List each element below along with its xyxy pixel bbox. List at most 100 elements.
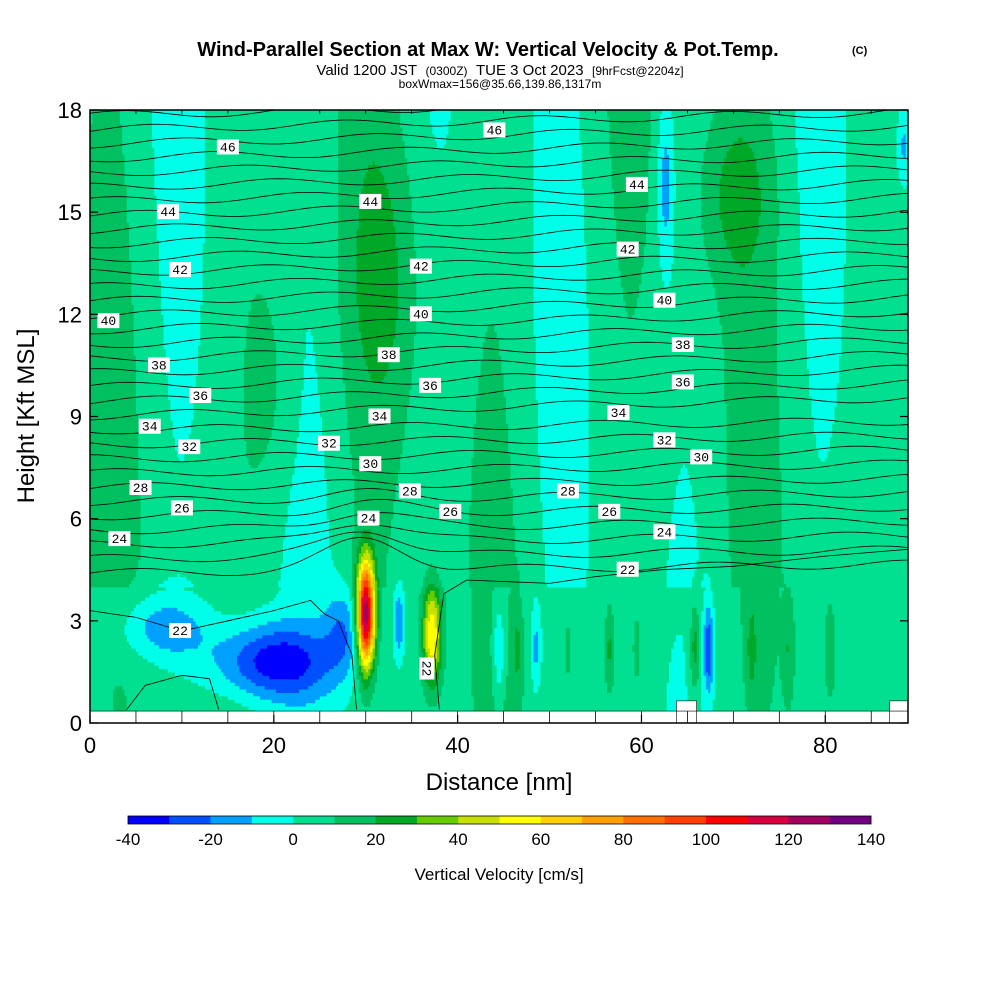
velocity-cell (170, 576, 174, 608)
velocity-cell (340, 351, 344, 578)
velocity-cell (358, 590, 362, 629)
velocity-cell (358, 692, 362, 723)
velocity-cell (726, 150, 730, 247)
velocity-cell (370, 535, 374, 550)
velocity-cell (188, 678, 192, 723)
velocity-cell (301, 634, 305, 649)
velocity-cell (374, 164, 378, 384)
velocity-cell (829, 436, 833, 605)
velocity-cell (903, 188, 907, 723)
velocity-cell (340, 682, 344, 714)
velocity-cell (708, 576, 711, 608)
velocity-cell (400, 127, 404, 455)
velocity-cell (175, 651, 178, 676)
velocity-cell (262, 685, 266, 700)
velocity-cell (278, 586, 282, 591)
velocity-cell (781, 586, 785, 591)
velocity-cell (253, 658, 257, 663)
velocity-cell (301, 389, 305, 619)
velocity-cell (156, 590, 160, 612)
velocity-cell (492, 110, 496, 326)
velocity-cell (515, 110, 518, 557)
velocity-cell (326, 607, 330, 636)
velocity-cell (351, 685, 355, 723)
theta-contour-line (90, 396, 908, 421)
velocity-cell (99, 110, 103, 588)
velocity-cell (161, 314, 165, 584)
velocity-cell (342, 678, 346, 710)
velocity-cell (843, 263, 847, 723)
velocity-cell (246, 644, 250, 680)
velocity-cell (747, 110, 751, 145)
velocity-cell (432, 600, 436, 615)
velocity-cell (891, 110, 895, 723)
velocity-cell (133, 355, 137, 578)
velocity-cell (147, 617, 151, 639)
velocity-cell (193, 682, 197, 723)
velocity-cell (361, 556, 365, 564)
velocity-cell (430, 600, 433, 615)
velocity-cell (733, 140, 737, 261)
theta-label-bg (690, 449, 713, 465)
velocity-cell (724, 110, 728, 159)
y-tick-label: 9 (70, 405, 82, 430)
velocity-cell (754, 246, 757, 636)
velocity-cell (292, 631, 296, 646)
velocity-cell (708, 675, 711, 693)
velocity-cell (818, 110, 822, 458)
velocity-cell (333, 665, 337, 690)
velocity-cell (230, 110, 234, 615)
velocity-cell (241, 648, 245, 676)
velocity-cell (354, 562, 358, 625)
velocity-cell (669, 535, 672, 588)
velocity-cell (264, 699, 268, 717)
velocity-cell (517, 668, 521, 723)
velocity-cell (875, 110, 879, 723)
velocity-cell (427, 685, 431, 707)
velocity-cell (443, 593, 447, 670)
velocity-cell (450, 110, 454, 723)
velocity-cell (845, 110, 849, 723)
velocity-cell (595, 110, 599, 723)
theta-label-bg (368, 408, 391, 424)
velocity-cell (779, 678, 783, 723)
theta-label: 26 (170, 500, 193, 516)
velocity-cell (866, 110, 870, 723)
velocity-cell (368, 637, 371, 646)
velocity-cell (717, 110, 721, 312)
velocity-cell (170, 671, 174, 723)
theta-label: 40 (97, 313, 120, 329)
velocity-cell (616, 110, 620, 247)
velocity-cell (740, 137, 744, 268)
velocity-cell (749, 259, 753, 619)
velocity-cell (756, 171, 760, 237)
velocity-cell (351, 596, 355, 632)
velocity-cell (326, 110, 330, 520)
velocity-cell (666, 586, 670, 683)
velocity-cell (124, 624, 128, 636)
velocity-cell (735, 140, 739, 264)
velocity-cell (531, 610, 535, 680)
velocity-cell (374, 556, 378, 581)
velocity-cell (345, 406, 348, 584)
colorbar-frame (127, 815, 872, 825)
velocity-cell (609, 658, 613, 693)
velocity-cell (264, 624, 268, 636)
velocity-cell (703, 590, 707, 625)
velocity-cell (289, 110, 293, 489)
velocity-cell (882, 110, 886, 723)
velocity-cell (363, 668, 367, 680)
velocity-cell (577, 586, 581, 723)
velocity-cell (243, 675, 247, 690)
velocity-cell (266, 603, 270, 622)
velocity-cell (361, 188, 365, 346)
velocity-cell (409, 389, 413, 723)
velocity-cell (611, 110, 615, 189)
velocity-cell (145, 110, 149, 598)
velocity-cell (365, 569, 369, 574)
velocity-cell (124, 695, 128, 714)
velocity-cell (262, 648, 266, 676)
velocity-cell (544, 110, 548, 584)
velocity-cell (285, 678, 289, 693)
velocity-cell (276, 110, 280, 595)
